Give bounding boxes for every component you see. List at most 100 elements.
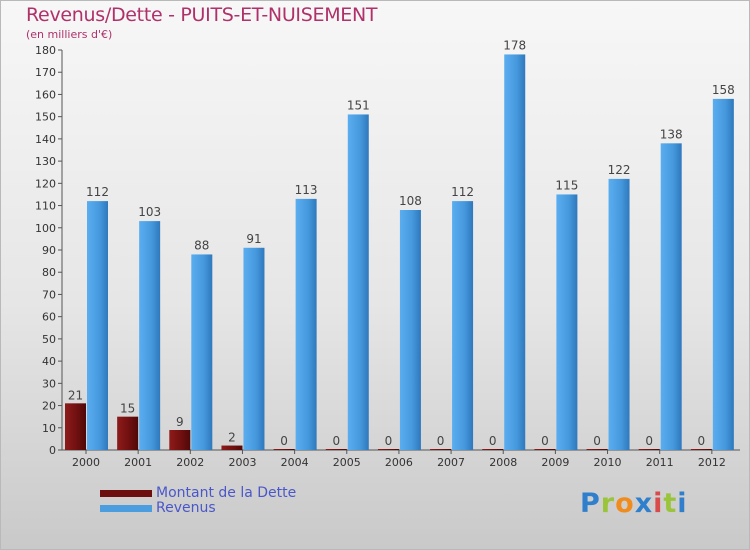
- debt-bar: [534, 449, 556, 450]
- revenus-value-label: 112: [451, 185, 474, 199]
- debt-bar: [169, 430, 191, 450]
- y-tick-label: 140: [35, 133, 56, 146]
- logo-letter: x: [634, 488, 654, 519]
- debt-value-label: 0: [541, 434, 549, 448]
- revenus-bar: [452, 201, 474, 450]
- x-tick-label: 2012: [698, 456, 726, 469]
- y-tick-label: 110: [35, 200, 56, 213]
- x-tick-label: 2003: [228, 456, 256, 469]
- logo-letter: o: [615, 488, 635, 519]
- revenus-bar: [712, 98, 734, 450]
- y-tick-label: 80: [42, 266, 56, 279]
- revenus-bar: [399, 210, 421, 450]
- y-tick-label: 130: [35, 155, 56, 168]
- debt-bar: [117, 416, 139, 450]
- debt-bar: [482, 449, 504, 450]
- x-tick-label: 2011: [646, 456, 674, 469]
- debt-bar: [65, 403, 86, 450]
- x-tick-label: 2002: [176, 456, 204, 469]
- y-tick-label: 70: [42, 288, 56, 301]
- revenus-bar: [243, 247, 265, 450]
- debt-value-label: 9: [176, 415, 184, 429]
- revenus-value-label: 112: [86, 185, 109, 199]
- revenus-bar: [191, 254, 213, 450]
- legend-swatch-debt: [100, 490, 152, 497]
- logo-letter: t: [663, 488, 678, 519]
- debt-value-label: 0: [698, 434, 706, 448]
- y-tick-label: 150: [35, 111, 56, 124]
- y-tick-label: 20: [42, 400, 56, 413]
- x-tick-label: 2010: [594, 456, 622, 469]
- revenus-value-label: 108: [399, 194, 422, 208]
- revenus-bar: [660, 143, 682, 451]
- debt-value-label: 0: [280, 434, 288, 448]
- revenus-value-label: 151: [347, 98, 370, 112]
- debt-bar: [325, 449, 347, 450]
- logo-letter: r: [600, 488, 616, 519]
- x-tick-label: 2008: [489, 456, 517, 469]
- x-tick-label: 2006: [385, 456, 413, 469]
- y-tick-label: 160: [35, 88, 56, 101]
- debt-bar: [221, 445, 243, 450]
- axis-layer: 0102030405060708090100110120130140150160…: [35, 44, 740, 469]
- revenus-value-label: 103: [138, 205, 161, 219]
- x-tick-label: 2001: [124, 456, 152, 469]
- y-tick-label: 170: [35, 66, 56, 79]
- logo-letter: i: [677, 488, 688, 519]
- legend-label-revenus: Revenus: [156, 500, 216, 516]
- revenus-value-label: 115: [555, 178, 578, 192]
- chart-subtitle: (en milliers d'€): [26, 28, 113, 41]
- revenus-bar: [295, 198, 317, 450]
- x-tick-label: 2005: [333, 456, 361, 469]
- revenus-value-label: 88: [194, 238, 209, 252]
- y-tick-label: 50: [42, 333, 56, 346]
- debt-value-label: 0: [385, 434, 393, 448]
- revenus-value-label: 158: [712, 83, 735, 97]
- revenus-value-label: 138: [660, 127, 683, 141]
- debt-bar: [273, 449, 295, 450]
- debt-bar: [377, 449, 399, 450]
- debt-bar: [430, 449, 452, 450]
- revenus-bar: [347, 114, 369, 450]
- debt-value-label: 21: [68, 388, 83, 402]
- proxiti-logo: Proxiti: [580, 488, 688, 519]
- x-tick-label: 2007: [437, 456, 465, 469]
- y-tick-label: 60: [42, 311, 56, 324]
- chart-title: Revenus/Dette - PUITS-ET-NUISEMENT: [26, 4, 378, 26]
- debt-bar: [638, 449, 660, 450]
- label-layer: 21 112 15 103 9 88 2 91 0 113 0 151 0 108 0 112 0 178 0 115…: [68, 38, 735, 448]
- debt-value-label: 0: [332, 434, 340, 448]
- revenus-bar: [504, 54, 526, 450]
- debt-value-label: 0: [437, 434, 445, 448]
- bar-layer: [65, 54, 734, 451]
- y-tick-label: 40: [42, 355, 56, 368]
- y-tick-label: 100: [35, 222, 56, 235]
- revenus-bar: [87, 201, 108, 450]
- revenus-value-label: 178: [503, 38, 526, 52]
- y-tick-label: 10: [42, 422, 56, 435]
- debt-value-label: 2: [228, 431, 236, 445]
- y-tick-label: 30: [42, 377, 56, 390]
- x-tick-label: 2000: [72, 456, 100, 469]
- y-tick-label: 180: [35, 44, 56, 57]
- y-tick-label: 0: [49, 444, 56, 457]
- revenus-bar: [608, 178, 630, 450]
- debt-value-label: 0: [489, 434, 497, 448]
- debt-value-label: 0: [645, 434, 653, 448]
- revenus-value-label: 91: [246, 232, 261, 246]
- x-tick-label: 2009: [541, 456, 569, 469]
- y-tick-label: 90: [42, 244, 56, 257]
- debt-value-label: 0: [593, 434, 601, 448]
- revenus-value-label: 122: [608, 163, 631, 177]
- logo-letter: i: [653, 488, 664, 519]
- legend-swatch-revenus: [100, 505, 152, 512]
- x-tick-label: 2004: [281, 456, 309, 469]
- y-tick-label: 120: [35, 177, 56, 190]
- revenus-value-label: 113: [295, 183, 318, 197]
- logo-letter: P: [580, 488, 601, 519]
- debt-bar: [690, 449, 712, 450]
- revenus-bar: [139, 221, 161, 450]
- legend-label-debt: Montant de la Dette: [156, 485, 297, 501]
- debt-bar: [586, 449, 608, 450]
